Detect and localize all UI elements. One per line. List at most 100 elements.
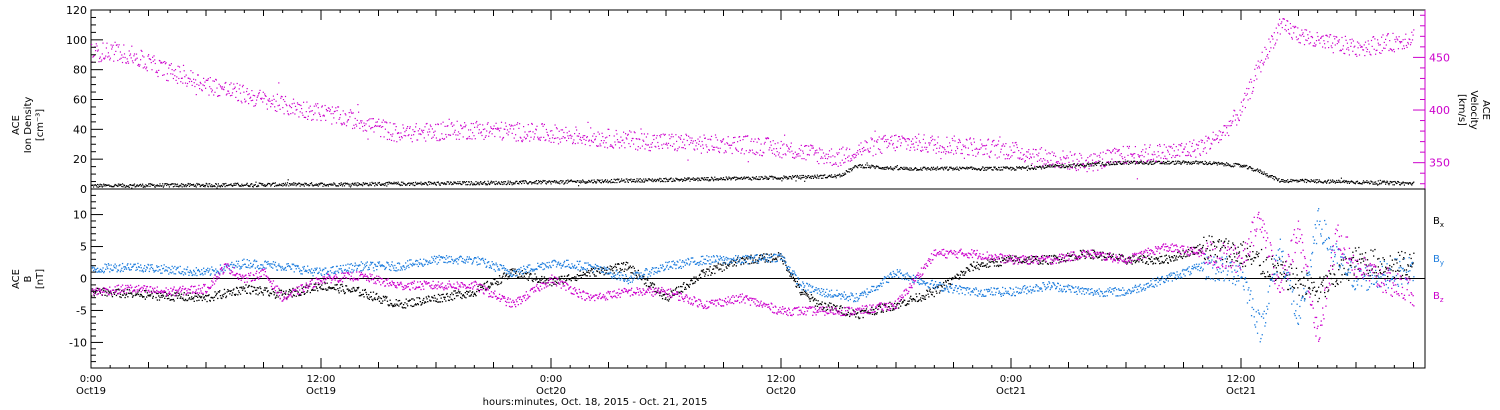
point-bx bbox=[447, 299, 450, 301]
point-top-series-0 bbox=[754, 177, 756, 179]
point-top-series-0 bbox=[316, 184, 318, 186]
point-top-series-0 bbox=[1134, 163, 1136, 165]
point-bx bbox=[680, 285, 682, 288]
point-top-series-0 bbox=[566, 182, 568, 184]
point-top-series-0 bbox=[1012, 168, 1014, 170]
point-top-series-0 bbox=[1156, 161, 1158, 163]
point-top-series-1 bbox=[138, 63, 140, 65]
point-top-series-1 bbox=[1053, 152, 1055, 154]
point-top-series-0 bbox=[1250, 167, 1253, 169]
point-top-series-0 bbox=[284, 182, 287, 184]
point-top-series-1 bbox=[221, 88, 223, 90]
point-bx bbox=[199, 295, 201, 297]
point-top-series-0 bbox=[901, 167, 903, 169]
point-top-series-1 bbox=[1298, 41, 1300, 44]
point-bx bbox=[647, 279, 649, 281]
point-bx bbox=[169, 299, 171, 301]
point-top-series-1 bbox=[1145, 148, 1147, 150]
point-bx bbox=[483, 283, 485, 285]
point-top-series-1 bbox=[1147, 153, 1149, 155]
point-top-series-0 bbox=[860, 166, 862, 168]
point-top-series-0 bbox=[1153, 163, 1155, 165]
point-top-series-1 bbox=[113, 60, 115, 62]
point-top-series-0 bbox=[431, 183, 433, 185]
point-top-series-1 bbox=[279, 108, 281, 110]
point-top-series-0 bbox=[323, 183, 325, 185]
point-top-series-0 bbox=[1159, 160, 1161, 163]
point-top-series-1 bbox=[1383, 41, 1385, 43]
point-top-series-1 bbox=[1317, 35, 1319, 38]
point-top-series-1 bbox=[1000, 148, 1002, 150]
point-top-series-0 bbox=[498, 181, 500, 183]
point-top-series-0 bbox=[527, 183, 529, 185]
point-top-series-1 bbox=[890, 139, 892, 142]
point-top-series-1 bbox=[1357, 47, 1359, 49]
point-top-series-0 bbox=[598, 179, 600, 181]
point-bx bbox=[486, 280, 489, 283]
point-top-series-1 bbox=[802, 150, 804, 152]
point-top-series-1 bbox=[698, 143, 700, 145]
point-top-series-0 bbox=[146, 185, 148, 187]
point-top-series-1 bbox=[1037, 155, 1039, 157]
point-top-series-1 bbox=[1248, 88, 1250, 90]
point-top-series-0 bbox=[1015, 169, 1017, 171]
point-top-series-1 bbox=[367, 138, 369, 140]
point-top-series-0 bbox=[578, 181, 580, 183]
point-bx bbox=[400, 302, 403, 304]
point-bx bbox=[740, 263, 742, 266]
point-top-series-1 bbox=[727, 136, 729, 138]
point-top-series-0 bbox=[159, 183, 161, 185]
point-bx bbox=[490, 282, 492, 284]
point-top-series-0 bbox=[282, 182, 285, 185]
point-top-series-1 bbox=[164, 61, 166, 63]
point-top-series-1 bbox=[1079, 167, 1081, 169]
point-top-series-0 bbox=[561, 182, 563, 184]
point-top-series-1 bbox=[202, 84, 204, 86]
point-top-series-0 bbox=[1148, 163, 1150, 165]
point-top-series-1 bbox=[850, 158, 852, 160]
point-top-series-0 bbox=[1026, 169, 1028, 171]
point-top-series-1 bbox=[932, 149, 935, 151]
point-top-series-1 bbox=[1078, 160, 1080, 162]
point-top-series-1 bbox=[1363, 44, 1365, 46]
point-top-series-1 bbox=[1273, 32, 1275, 34]
point-bx bbox=[314, 289, 316, 291]
point-top-series-0 bbox=[830, 174, 833, 176]
point-top-series-1 bbox=[282, 99, 285, 101]
point-top-series-0 bbox=[525, 181, 527, 183]
point-top-series-1 bbox=[443, 138, 446, 140]
point-top-series-0 bbox=[900, 166, 902, 169]
point-top-series-1 bbox=[325, 119, 327, 121]
point-bx bbox=[573, 277, 575, 280]
point-top-series-0 bbox=[690, 178, 692, 180]
point-top-series-1 bbox=[604, 137, 607, 139]
point-top-series-0 bbox=[826, 177, 829, 179]
point-bx bbox=[672, 289, 674, 291]
point-top-series-0 bbox=[1291, 179, 1293, 181]
point-top-series-0 bbox=[803, 176, 805, 178]
point-top-series-1 bbox=[172, 77, 174, 80]
point-top-series-1 bbox=[657, 145, 660, 147]
point-top-series-0 bbox=[182, 184, 185, 186]
point-top-series-1 bbox=[292, 112, 294, 114]
point-bx bbox=[172, 294, 174, 296]
point-bx bbox=[686, 283, 688, 285]
point-bx bbox=[190, 298, 192, 301]
point-top-series-0 bbox=[721, 179, 723, 181]
point-top-series-0 bbox=[1234, 165, 1236, 167]
point-bx bbox=[691, 279, 693, 282]
point-top-series-1 bbox=[350, 111, 352, 113]
point-bx bbox=[445, 300, 447, 302]
point-top-series-0 bbox=[293, 184, 295, 186]
point-top-series-0 bbox=[533, 181, 535, 183]
point-top-series-1 bbox=[1028, 158, 1030, 160]
point-top-series-1 bbox=[1335, 36, 1337, 38]
point-top-series-0 bbox=[487, 180, 489, 182]
point-top-series-1 bbox=[219, 95, 221, 97]
point-top-series-0 bbox=[549, 181, 552, 183]
point-top-series-1 bbox=[957, 147, 959, 150]
point-top-series-1 bbox=[445, 136, 448, 138]
point-top-series-1 bbox=[875, 153, 877, 155]
point-top-series-0 bbox=[841, 175, 843, 177]
point-bx bbox=[574, 279, 576, 281]
